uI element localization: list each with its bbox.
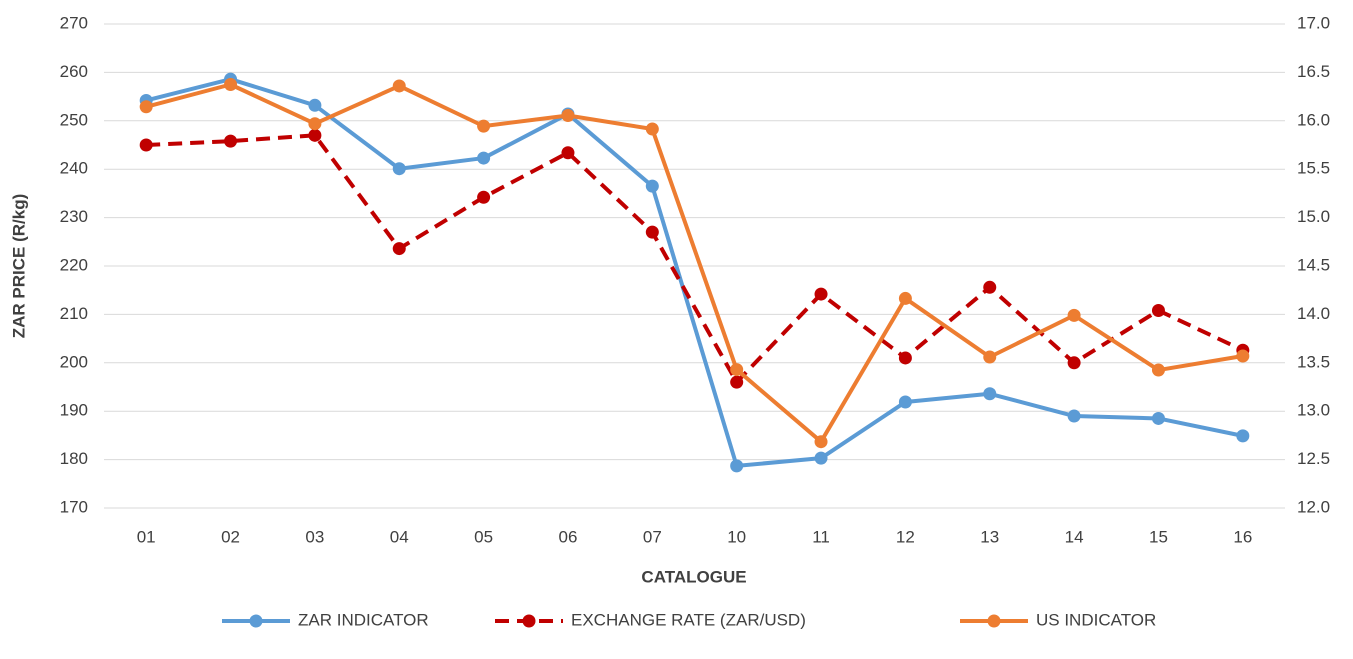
point — [561, 146, 575, 160]
point — [645, 122, 659, 136]
y-tick-label: 240 — [60, 159, 88, 178]
legend-label: EXCHANGE RATE (ZAR/USD) — [571, 610, 806, 629]
legend-marker — [249, 614, 263, 628]
y-tick-label: 260 — [60, 62, 88, 81]
point — [1236, 349, 1250, 363]
point — [814, 435, 828, 449]
y2-tick-label: 14.5 — [1297, 255, 1330, 274]
point — [392, 242, 406, 256]
point — [308, 128, 322, 142]
y2-tick-label: 13.0 — [1297, 401, 1330, 420]
point — [308, 117, 322, 131]
x-tick-label: 11 — [812, 527, 830, 546]
point — [1151, 304, 1165, 318]
point — [898, 351, 912, 365]
y2-tick-label: 12.5 — [1297, 449, 1330, 468]
point — [224, 134, 238, 148]
point — [645, 225, 659, 239]
y-tick-label: 270 — [60, 13, 88, 32]
y2-tick-label: 16.0 — [1297, 110, 1330, 129]
point — [308, 98, 322, 112]
y2-tick-label: 15.0 — [1297, 207, 1330, 226]
point — [477, 151, 491, 165]
y2-tick-label: 12.0 — [1297, 497, 1330, 516]
legend-marker — [987, 614, 1001, 628]
point — [898, 395, 912, 409]
point — [477, 190, 491, 204]
x-tick-label: 07 — [643, 527, 662, 546]
x-tick-label: 03 — [305, 527, 324, 546]
point — [139, 138, 153, 152]
point — [983, 280, 997, 294]
series-line — [146, 133, 1244, 385]
y-tick-label: 190 — [60, 401, 88, 420]
x-tick-label: 02 — [221, 527, 240, 546]
point — [1067, 356, 1081, 370]
y2-tick-label: 16.5 — [1297, 62, 1330, 81]
point — [392, 162, 406, 176]
point — [1067, 308, 1081, 322]
y-tick-label: 250 — [60, 110, 88, 129]
y-tick-label: 210 — [60, 304, 88, 323]
x-tick-label: 15 — [1149, 527, 1168, 546]
point — [139, 100, 153, 114]
point — [1067, 409, 1081, 423]
point — [983, 350, 997, 364]
point — [983, 387, 997, 401]
point — [730, 363, 744, 377]
x-tick-label: 13 — [980, 527, 999, 546]
point — [561, 108, 575, 122]
y2-tick-label: 14.0 — [1297, 304, 1330, 323]
y-tick-label: 230 — [60, 207, 88, 226]
point — [898, 291, 912, 305]
x-tick-label: 10 — [727, 527, 746, 546]
x-tick-label: 01 — [137, 527, 156, 546]
y-axis-label: ZAR PRICE (R/kg) — [9, 194, 28, 339]
legend-label: US INDICATOR — [1036, 610, 1156, 629]
point — [730, 459, 744, 473]
point — [1151, 363, 1165, 377]
y-tick-label: 170 — [60, 497, 88, 516]
x-tick-label: 05 — [474, 527, 493, 546]
point — [814, 451, 828, 465]
legend-label: ZAR INDICATOR — [298, 610, 429, 629]
y2-tick-label: 13.5 — [1297, 352, 1330, 371]
point — [224, 78, 238, 91]
y-tick-label: 180 — [60, 449, 88, 468]
point — [392, 79, 406, 93]
y-tick-label: 200 — [60, 352, 88, 371]
point — [814, 287, 828, 301]
y-tick-label: 220 — [60, 255, 88, 274]
point — [730, 375, 744, 389]
x-tick-label: 04 — [390, 527, 409, 546]
y2-tick-label: 15.5 — [1297, 159, 1330, 178]
x-tick-label: 06 — [559, 527, 578, 546]
x-axis-label: CATALOGUE — [641, 567, 746, 586]
x-tick-label: 12 — [896, 527, 915, 546]
x-tick-label: 14 — [1065, 527, 1084, 546]
point — [645, 179, 659, 193]
point — [1151, 411, 1165, 425]
point — [477, 119, 491, 133]
x-tick-label: 16 — [1233, 527, 1252, 546]
point — [1236, 429, 1250, 443]
legend-marker — [522, 614, 536, 628]
y2-tick-label: 17.0 — [1297, 13, 1330, 32]
series-line — [145, 82, 1244, 444]
